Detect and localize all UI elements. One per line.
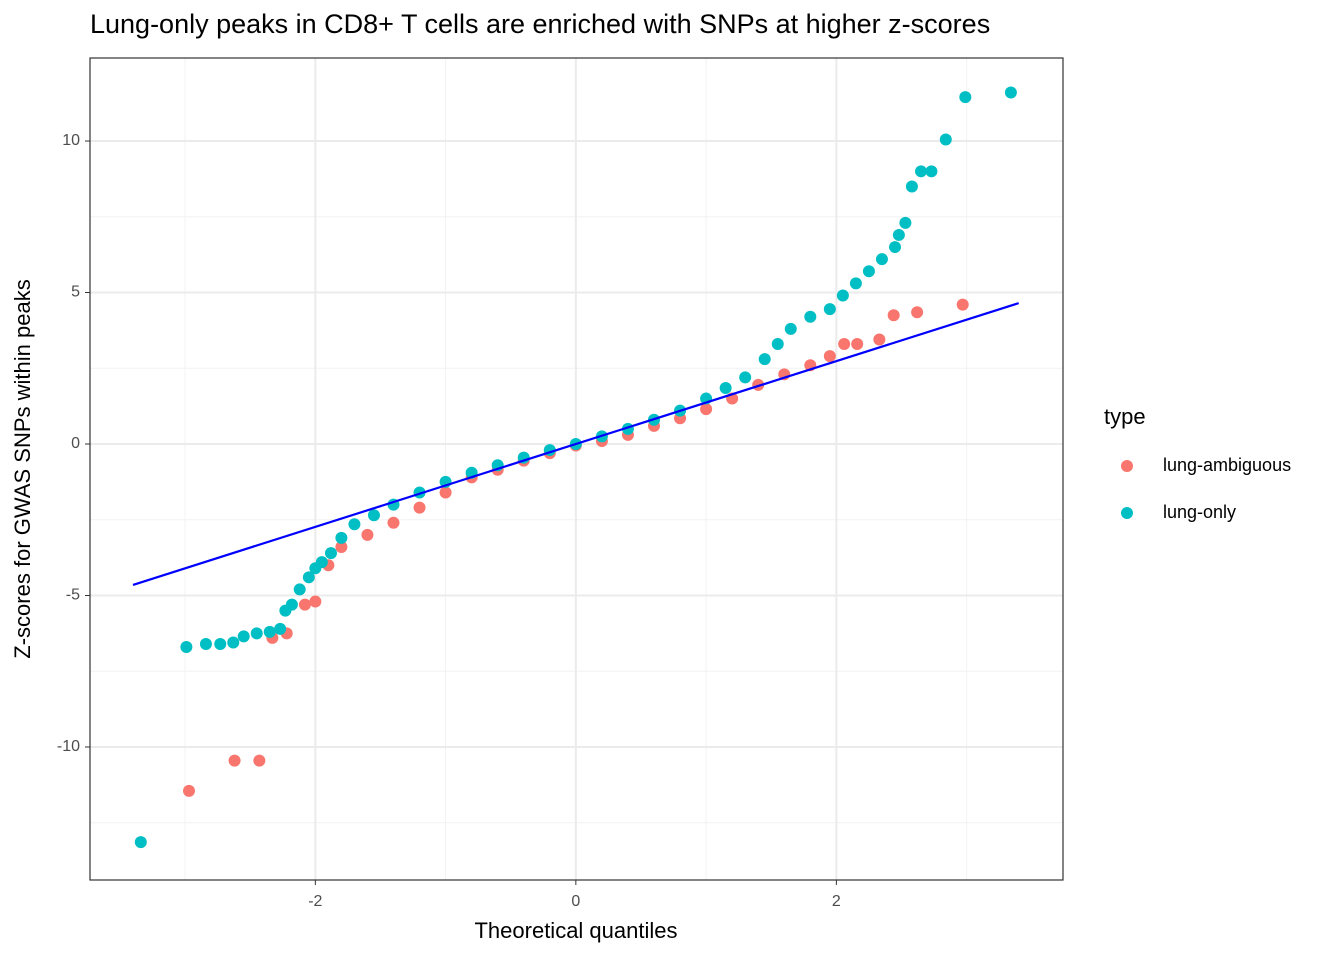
y-axis-title: Z-scores for GWAS SNPs within peaks [10, 279, 35, 658]
point [250, 627, 263, 640]
chart-title: Lung-only peaks in CD8+ T cells are enri… [90, 9, 990, 39]
point [784, 322, 797, 335]
point [413, 501, 426, 514]
point [302, 571, 315, 584]
legend-label: lung-ambiguous [1163, 455, 1291, 475]
point [905, 180, 918, 193]
point [1004, 86, 1017, 99]
point [361, 528, 374, 541]
point [739, 371, 752, 384]
reference-line [132, 302, 1020, 586]
point [771, 338, 784, 351]
point [851, 338, 864, 351]
legend-label: lung-only [1163, 502, 1236, 522]
point [298, 598, 311, 611]
point [182, 784, 195, 797]
point [134, 836, 147, 849]
point [263, 625, 276, 638]
y-tick-label: 5 [71, 284, 80, 301]
point [956, 298, 969, 311]
point [335, 531, 348, 544]
point [838, 338, 851, 351]
point [862, 265, 875, 278]
point [237, 630, 250, 643]
point [309, 595, 322, 608]
point [274, 622, 287, 635]
point [700, 403, 713, 416]
legend-title: type [1104, 404, 1146, 429]
y-tick-label: 10 [62, 132, 80, 149]
point [875, 253, 888, 266]
point [199, 637, 212, 650]
legend-marker [1121, 507, 1133, 519]
x-axis-title: Theoretical quantiles [474, 918, 677, 943]
point [180, 641, 193, 654]
point [887, 309, 900, 322]
x-tick-label: 0 [571, 893, 580, 910]
y-tick-label: -5 [66, 587, 80, 604]
point [823, 350, 836, 363]
point [939, 133, 952, 146]
point [253, 754, 266, 767]
x-tick-label: 2 [832, 893, 841, 910]
point [719, 381, 732, 394]
x-tick-label: -2 [308, 893, 322, 910]
point [335, 541, 348, 554]
point [439, 486, 452, 499]
point [836, 289, 849, 302]
point [324, 547, 337, 560]
point [348, 518, 361, 531]
point [959, 91, 972, 104]
point [228, 754, 241, 767]
point [758, 353, 771, 366]
point [892, 228, 905, 241]
point [823, 303, 836, 316]
point [293, 583, 306, 596]
point [367, 509, 380, 522]
point [214, 637, 227, 650]
point [227, 636, 240, 649]
point [915, 165, 928, 178]
point [849, 277, 862, 290]
point [925, 165, 938, 178]
point [899, 216, 912, 229]
point [315, 556, 328, 569]
point [911, 306, 924, 319]
point [285, 598, 298, 611]
legend-marker [1121, 460, 1133, 472]
plot-border [89, 57, 1064, 881]
point [888, 241, 901, 254]
y-tick-label: -10 [57, 738, 80, 755]
point [873, 333, 886, 346]
y-tick-label: 0 [71, 435, 80, 452]
point [387, 516, 400, 529]
point [804, 310, 817, 323]
